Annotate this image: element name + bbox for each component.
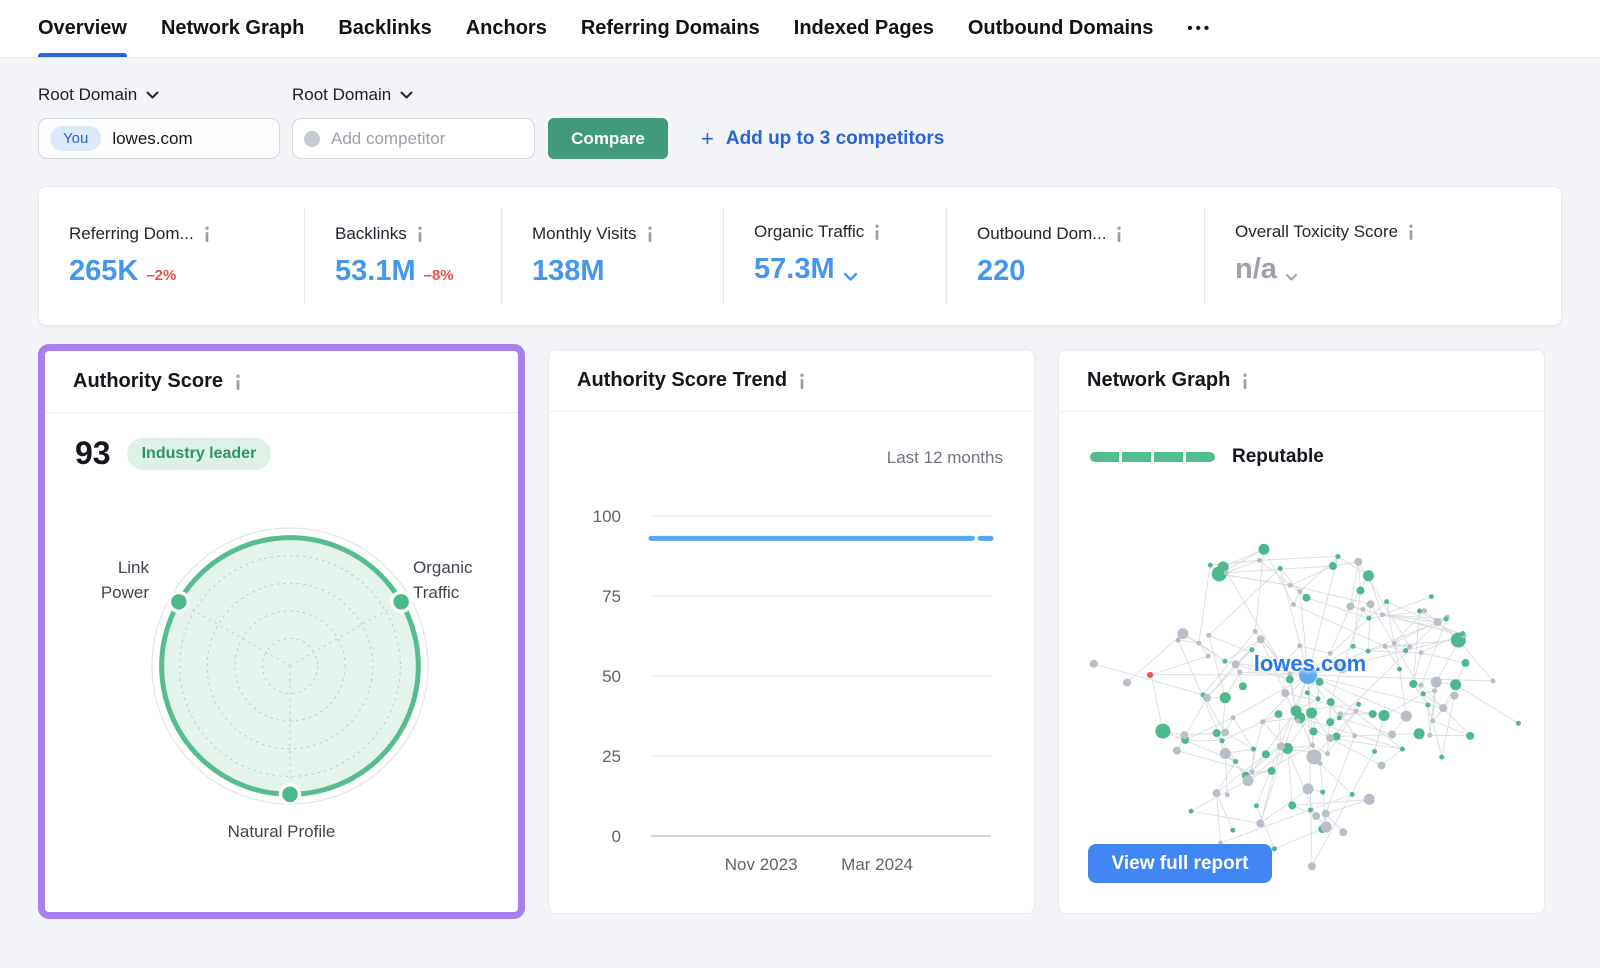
metric-value: 220 xyxy=(977,255,1026,287)
chevron-down-icon[interactable] xyxy=(843,257,858,290)
reputation-meter xyxy=(1090,452,1215,462)
radar-axis-organic-traffic: Organic Traffic xyxy=(413,558,473,602)
info-icon[interactable] xyxy=(416,226,424,242)
metric-backlinks: Backlinks 53.1M –8% xyxy=(304,208,501,304)
add-competitors-link[interactable]: + Add up to 3 competitors xyxy=(701,126,944,152)
network-graph-card: Network Graph Reputable lowes.com View f… xyxy=(1058,349,1545,914)
chevron-down-icon xyxy=(146,91,159,99)
reputation-label: Reputable xyxy=(1232,446,1324,467)
svg-text:100: 100 xyxy=(593,507,621,526)
metric-delta: –8% xyxy=(423,267,454,284)
authority-score-trend-card: Authority Score Trend Last 12 months 100… xyxy=(548,349,1035,914)
metric-label: Backlinks xyxy=(335,224,407,243)
info-icon[interactable] xyxy=(1115,226,1123,242)
tab-network-graph[interactable]: Network Graph xyxy=(160,17,305,39)
metric-value: 53.1M xyxy=(335,255,416,287)
metric-overall-toxicity-score: Overall Toxicity Score n/a xyxy=(1204,208,1534,304)
add-competitors-label: Add up to 3 competitors xyxy=(725,127,945,149)
svg-text:Mar 2024: Mar 2024 xyxy=(841,855,913,874)
tab-overview[interactable]: Overview xyxy=(38,0,127,57)
tab-referring-domains[interactable]: Referring Domains xyxy=(580,17,760,39)
root-domain-selector-competitor[interactable]: Root Domain xyxy=(292,85,413,105)
network-graph-canvas[interactable] xyxy=(1067,484,1537,904)
tab-indexed-pages[interactable]: Indexed Pages xyxy=(793,17,934,39)
info-icon[interactable] xyxy=(1407,224,1415,240)
svg-text:Nov 2023: Nov 2023 xyxy=(725,855,798,874)
add-competitor-placeholder: Add competitor xyxy=(331,128,446,148)
trend-line-chart: 100 75 50 25 0 Nov 2023 Mar 2024 xyxy=(549,412,1034,887)
compare-button[interactable]: Compare xyxy=(548,118,668,159)
meter-segment xyxy=(1154,452,1183,462)
info-icon[interactable] xyxy=(646,226,654,242)
metric-value: 265K xyxy=(69,255,139,287)
metric-label: Organic Traffic xyxy=(754,222,865,241)
chevron-down-icon xyxy=(400,91,413,99)
radar-axis-link-power: Link Power xyxy=(100,558,149,602)
root-domain-selector-competitor-label: Root Domain xyxy=(292,85,392,104)
chevron-down-icon[interactable] xyxy=(1285,257,1298,290)
network-graph-body: Reputable lowes.com View full report xyxy=(1059,412,1544,883)
plus-icon: + xyxy=(701,125,714,151)
metric-label: Outbound Dom... xyxy=(977,224,1107,243)
authority-score-card: Authority Score 93 Industry leader Link P… xyxy=(38,344,525,919)
info-icon[interactable] xyxy=(1241,373,1249,389)
metric-label: Overall Toxicity Score xyxy=(1235,222,1399,241)
metric-value: n/a xyxy=(1235,253,1277,285)
network-graph-title: Network Graph xyxy=(1087,369,1231,391)
view-full-report-button[interactable]: View full report xyxy=(1088,844,1272,883)
info-icon[interactable] xyxy=(234,374,242,390)
metric-organic-traffic: Organic Traffic 57.3M xyxy=(723,208,946,304)
more-tabs-icon[interactable]: ••• xyxy=(1187,20,1213,37)
root-domain-selector-you[interactable]: Root Domain xyxy=(38,85,292,105)
metric-label: Monthly Visits xyxy=(532,224,637,243)
metric-delta: –2% xyxy=(146,267,177,284)
you-domain-input[interactable]: You lowes.com xyxy=(38,118,280,159)
info-icon[interactable] xyxy=(203,226,211,242)
info-icon[interactable] xyxy=(798,373,806,389)
root-domain-selector-you-label: Root Domain xyxy=(38,85,138,104)
metric-value: 57.3M xyxy=(754,253,835,285)
top-tab-bar: Overview Network Graph Backlinks Anchors… xyxy=(0,0,1600,58)
authority-score-body: 93 Industry leader Link Power Organic Traf… xyxy=(45,413,518,873)
metric-value: 138M xyxy=(532,255,605,287)
competitor-dot-icon xyxy=(304,130,320,147)
metric-referring-domains: Referring Dom... 265K –2% xyxy=(39,208,304,304)
tab-anchors[interactable]: Anchors xyxy=(465,17,547,39)
radar-axis-natural-profile: Natural Profile xyxy=(227,822,336,841)
tab-outbound-domains[interactable]: Outbound Domains xyxy=(967,17,1154,39)
tab-backlinks[interactable]: Backlinks xyxy=(338,17,432,39)
info-icon[interactable] xyxy=(873,224,881,240)
authority-score-trend-title: Authority Score Trend xyxy=(577,369,788,391)
you-domain-value: lowes.com xyxy=(112,128,193,148)
add-competitor-input[interactable]: Add competitor xyxy=(292,118,535,159)
authority-score-value: 93 xyxy=(75,435,111,471)
cards-row: Authority Score 93 Industry leader Link P… xyxy=(38,344,1562,919)
svg-text:0: 0 xyxy=(612,827,621,846)
authority-score-title: Authority Score xyxy=(73,370,224,392)
trend-chart-body: Last 12 months 100 75 50 25 0 Nov 2023 Mar 202… xyxy=(549,412,1034,874)
svg-text:50: 50 xyxy=(602,667,621,686)
metric-monthly-visits: Monthly Visits 138M xyxy=(501,208,723,304)
svg-text:25: 25 xyxy=(602,747,621,766)
you-badge: You xyxy=(50,126,102,151)
authority-radar-chart xyxy=(135,511,445,821)
meter-segment xyxy=(1186,452,1215,462)
meter-segment xyxy=(1090,452,1119,462)
meter-segment xyxy=(1122,452,1151,462)
metrics-summary-bar: Referring Dom... 265K –2% Backlinks 53.1… xyxy=(38,186,1562,326)
metric-outbound-domains: Outbound Dom... 220 xyxy=(946,208,1204,304)
metric-label: Referring Dom... xyxy=(69,224,194,243)
filters-section: Root Domain Root Domain You lowes.com Ad… xyxy=(0,85,1600,159)
industry-leader-badge: Industry leader xyxy=(126,437,272,470)
svg-text:75: 75 xyxy=(602,587,621,606)
trend-period-label: Last 12 months xyxy=(886,448,1003,467)
